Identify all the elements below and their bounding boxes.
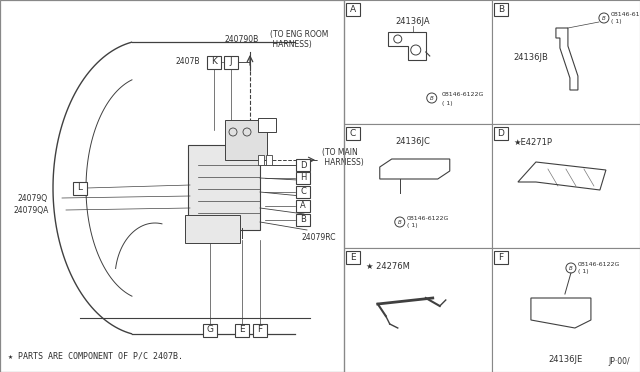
- Text: A: A: [300, 202, 306, 211]
- Text: ( 1): ( 1): [611, 19, 621, 25]
- Bar: [0, 0, 344, 372]
- Bar: [494, 126, 508, 140]
- Text: E: E: [350, 253, 355, 262]
- Bar: [346, 3, 360, 16]
- Text: A: A: [349, 4, 356, 13]
- Bar: [296, 159, 310, 171]
- Text: J: J: [230, 58, 232, 67]
- Bar: [188, 145, 260, 230]
- Text: ( 1): ( 1): [578, 269, 589, 275]
- Text: 08146-6122G: 08146-6122G: [442, 93, 484, 97]
- Text: C: C: [349, 128, 356, 138]
- Text: F: F: [257, 326, 262, 334]
- Text: 24079RC: 24079RC: [302, 234, 337, 243]
- Text: 08146-6122G: 08146-6122G: [407, 215, 449, 221]
- Bar: [266, 155, 272, 165]
- Text: 24136JA: 24136JA: [396, 17, 430, 26]
- Bar: [296, 186, 310, 198]
- Bar: [296, 172, 310, 184]
- Text: K: K: [211, 58, 217, 67]
- Text: B: B: [602, 16, 606, 20]
- Text: (TO ENG ROOM: (TO ENG ROOM: [270, 31, 328, 39]
- Text: JP·00/: JP·00/: [609, 357, 630, 366]
- Text: B: B: [398, 219, 402, 224]
- Bar: [344, 124, 492, 248]
- Bar: [344, 0, 492, 124]
- Text: HARNESS): HARNESS): [270, 41, 312, 49]
- Bar: [346, 250, 360, 263]
- Bar: [296, 214, 310, 226]
- Text: F: F: [499, 253, 504, 262]
- Bar: [346, 126, 360, 140]
- Text: ( 1): ( 1): [407, 224, 417, 228]
- Bar: [492, 248, 640, 372]
- Bar: [494, 250, 508, 263]
- Text: G: G: [207, 326, 214, 334]
- Text: D: D: [300, 160, 307, 170]
- Bar: [203, 324, 217, 337]
- Bar: [494, 3, 508, 16]
- Text: (TO MAIN: (TO MAIN: [322, 148, 358, 157]
- Text: B: B: [569, 266, 573, 270]
- Text: D: D: [497, 128, 504, 138]
- Bar: [253, 324, 267, 337]
- Text: 24079Q: 24079Q: [18, 193, 48, 202]
- Bar: [258, 155, 264, 165]
- Text: 24136JB: 24136JB: [513, 54, 548, 62]
- Text: 240790B: 240790B: [225, 35, 259, 45]
- Text: ★ PARTS ARE COMPONENT OF P/C 2407B.: ★ PARTS ARE COMPONENT OF P/C 2407B.: [8, 352, 183, 360]
- Text: C: C: [300, 187, 306, 196]
- Text: 08146-6122G: 08146-6122G: [578, 262, 620, 266]
- Text: ( 1): ( 1): [442, 100, 452, 106]
- Bar: [235, 324, 249, 337]
- Bar: [492, 124, 640, 248]
- Text: 2407B: 2407B: [175, 58, 200, 67]
- Bar: [225, 120, 267, 160]
- Text: B: B: [430, 96, 434, 100]
- Text: B: B: [498, 4, 504, 13]
- Text: H: H: [300, 173, 306, 183]
- Bar: [492, 0, 640, 124]
- Text: 24079QA: 24079QA: [14, 205, 49, 215]
- Text: HARNESS): HARNESS): [322, 157, 364, 167]
- Text: B: B: [300, 215, 306, 224]
- Bar: [207, 55, 221, 68]
- Text: E: E: [239, 326, 245, 334]
- Bar: [258, 118, 276, 132]
- Text: 24136JE: 24136JE: [548, 356, 583, 365]
- Bar: [73, 182, 87, 195]
- Text: ★ 24276M: ★ 24276M: [365, 262, 410, 270]
- Text: ★E4271P: ★E4271P: [514, 138, 553, 147]
- Bar: [185, 215, 240, 243]
- Bar: [224, 55, 238, 68]
- Bar: [296, 200, 310, 212]
- Bar: [0, 0, 344, 372]
- Bar: [344, 248, 492, 372]
- Text: 08146-6122G: 08146-6122G: [611, 12, 640, 16]
- Text: L: L: [77, 183, 83, 192]
- Text: 24136JC: 24136JC: [396, 138, 430, 147]
